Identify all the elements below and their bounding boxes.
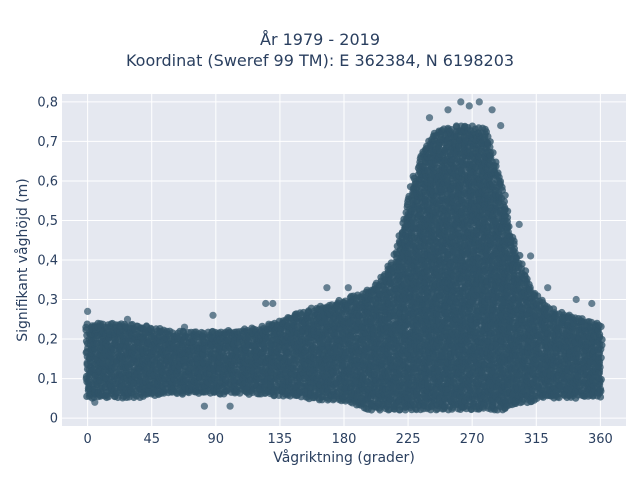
- chart-subtitle: Koordinat (Sweref 99 TM): E 362384, N 61…: [125, 51, 515, 70]
- data-points: [82, 98, 606, 414]
- chart-title: År 1979 - 2019: [260, 30, 380, 49]
